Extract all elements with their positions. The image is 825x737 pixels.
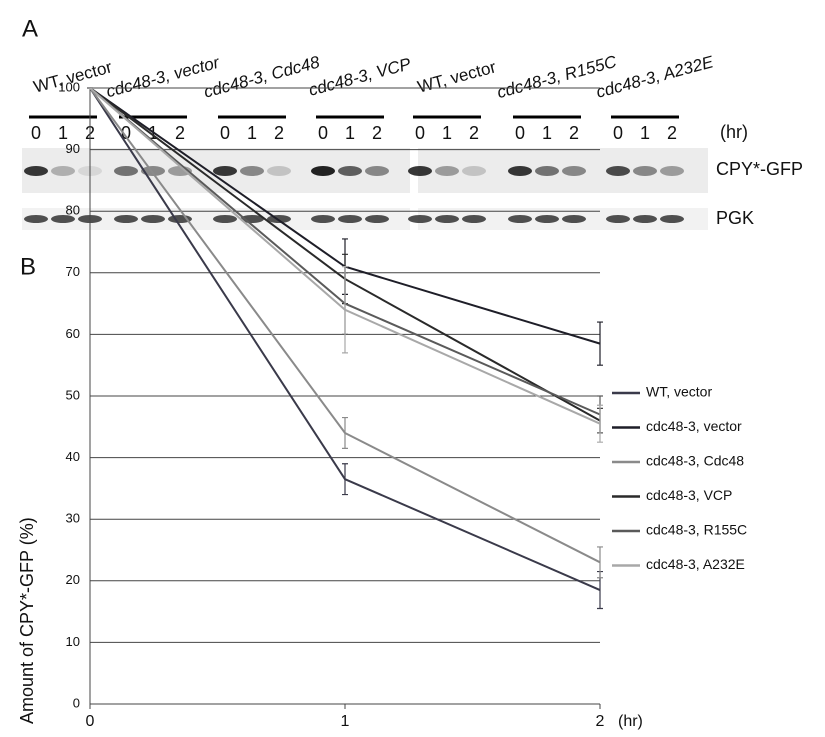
- time-label: 2: [175, 123, 185, 143]
- lane-label: cdc48-3, Cdc48: [202, 52, 322, 101]
- y-tick-label: 20: [66, 572, 80, 587]
- time-label: 1: [345, 123, 355, 143]
- band: [660, 166, 684, 176]
- band: [435, 166, 459, 176]
- band: [365, 166, 389, 176]
- legend-label: cdc48-3, VCP: [646, 487, 732, 503]
- band: [462, 215, 486, 223]
- time-label: 1: [640, 123, 650, 143]
- band: [606, 166, 630, 176]
- band: [24, 215, 48, 223]
- row-label: PGK: [716, 208, 754, 228]
- time-label: 2: [274, 123, 284, 143]
- x-tick-label: 2: [596, 713, 605, 730]
- band: [114, 166, 138, 176]
- time-label: 2: [469, 123, 479, 143]
- band: [141, 215, 165, 223]
- legend-label: cdc48-3, R155C: [646, 522, 747, 538]
- legend-label: cdc48-3, A232E: [646, 556, 745, 572]
- y-tick-label: 80: [66, 203, 80, 218]
- band: [338, 166, 362, 176]
- y-axis-label: Amount of CPY*-GFP (%): [17, 517, 37, 724]
- band: [311, 215, 335, 223]
- band: [338, 215, 362, 223]
- y-tick-label: 90: [66, 141, 80, 156]
- legend-label: cdc48-3, Cdc48: [646, 453, 744, 469]
- band: [508, 215, 532, 223]
- legend-label: WT, vector: [646, 384, 712, 400]
- y-tick-label: 50: [66, 387, 80, 402]
- band: [562, 215, 586, 223]
- y-tick-label: 60: [66, 326, 80, 341]
- time-label: 0: [415, 123, 425, 143]
- row-label: CPY*-GFP: [716, 159, 803, 179]
- band: [365, 215, 389, 223]
- time-label: 0: [31, 123, 41, 143]
- page: A B (hr) CPY*-GFP PGK Amount of CPY*-GFP…: [0, 0, 825, 737]
- time-label: 2: [372, 123, 382, 143]
- band: [24, 166, 48, 176]
- time-label: 1: [442, 123, 452, 143]
- lane-label: WT, vector: [415, 57, 498, 96]
- band: [114, 215, 138, 223]
- band: [213, 166, 237, 176]
- band: [633, 215, 657, 223]
- y-tick-label: 30: [66, 511, 80, 526]
- time-label: 0: [318, 123, 328, 143]
- band: [267, 166, 291, 176]
- time-label: 2: [569, 123, 579, 143]
- time-label: 0: [220, 123, 230, 143]
- y-tick-label: 0: [73, 695, 80, 710]
- time-label: 0: [515, 123, 525, 143]
- x-tick-label: 0: [86, 713, 95, 730]
- band: [408, 166, 432, 176]
- band: [213, 215, 237, 223]
- band: [633, 166, 657, 176]
- legend-label: cdc48-3, vector: [646, 418, 742, 434]
- band: [435, 215, 459, 223]
- band: [606, 215, 630, 223]
- y-tick-label: 70: [66, 264, 80, 279]
- band: [267, 215, 291, 223]
- band: [562, 166, 586, 176]
- band: [535, 215, 559, 223]
- band: [51, 166, 75, 176]
- time-label: 1: [58, 123, 68, 143]
- time-unit: (hr): [720, 122, 748, 142]
- y-tick-label: 40: [66, 449, 80, 464]
- band: [660, 215, 684, 223]
- time-label: 1: [247, 123, 257, 143]
- y-tick-label: 100: [58, 79, 80, 94]
- x-tick-label: 1: [341, 713, 350, 730]
- band: [311, 166, 335, 176]
- time-label: 2: [667, 123, 677, 143]
- x-unit: (hr): [618, 713, 643, 730]
- band: [462, 166, 486, 176]
- y-tick-label: 10: [66, 634, 80, 649]
- band: [408, 215, 432, 223]
- band: [240, 166, 264, 176]
- panel-label: A: [22, 15, 38, 42]
- lane-label: cdc48-3, VCP: [307, 54, 414, 100]
- band: [508, 166, 532, 176]
- time-label: 1: [542, 123, 552, 143]
- time-label: 0: [613, 123, 623, 143]
- band: [535, 166, 559, 176]
- panel-label: B: [20, 253, 36, 280]
- figure: A B (hr) CPY*-GFP PGK Amount of CPY*-GFP…: [0, 0, 825, 732]
